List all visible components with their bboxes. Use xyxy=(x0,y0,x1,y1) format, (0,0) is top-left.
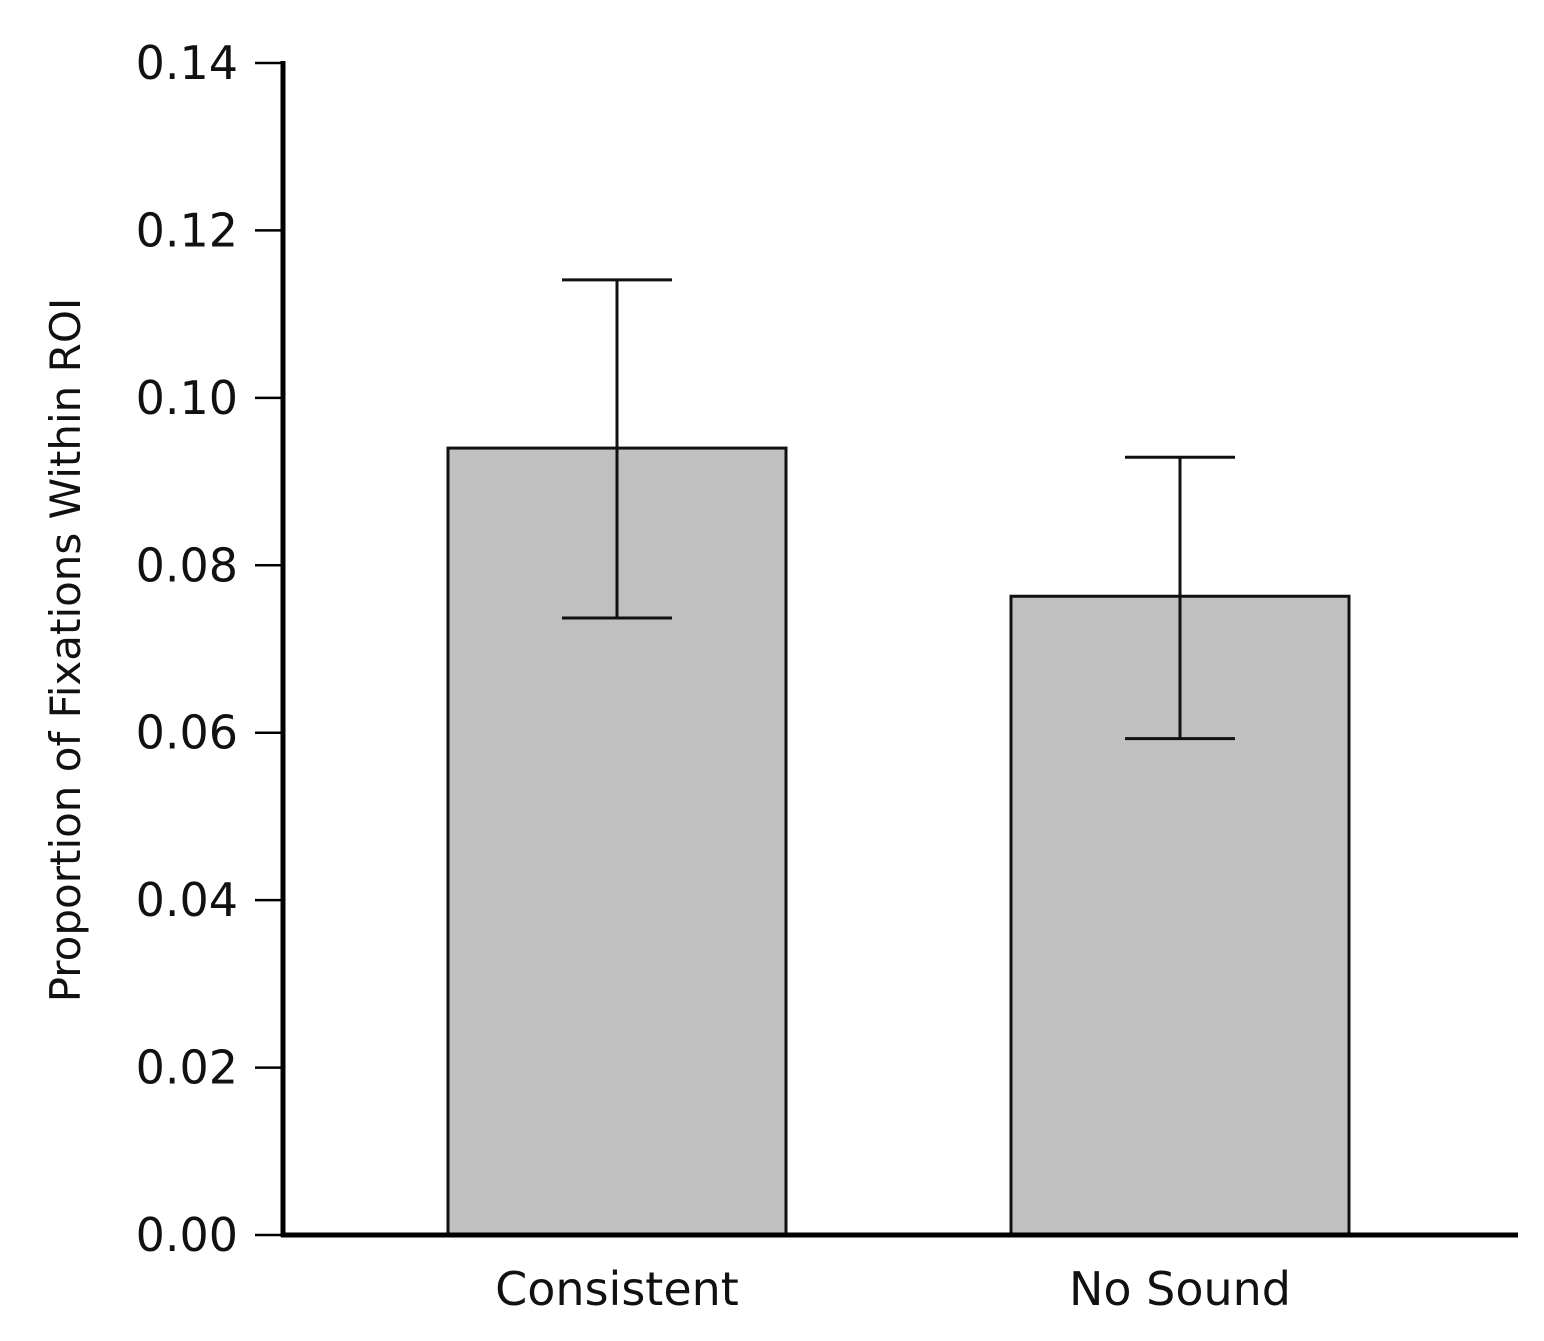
x-category-label: Consistent xyxy=(495,1262,739,1316)
bars xyxy=(446,446,1351,1237)
x-axis-category-labels: Consistent No Sound xyxy=(495,1262,1291,1316)
y-axis-title: Proportion of Fixations Within ROI xyxy=(41,298,90,1003)
y-tick-label: 0.06 xyxy=(136,706,238,760)
y-tick-label: 0.10 xyxy=(136,371,238,425)
y-tick-label: 0.04 xyxy=(136,873,238,927)
y-axis-ticks: 0.00 0.02 0.04 0.06 0.08 0.10 0.12 0.14 xyxy=(136,36,283,1262)
y-tick-label: 0.02 xyxy=(136,1041,238,1095)
y-tick-label: 0.08 xyxy=(136,538,238,592)
x-category-label: No Sound xyxy=(1069,1262,1291,1316)
y-tick-label: 0.14 xyxy=(136,36,238,90)
error-bars xyxy=(562,278,1235,741)
y-tick-label: 0.00 xyxy=(136,1208,238,1262)
y-tick-label: 0.12 xyxy=(136,203,238,257)
